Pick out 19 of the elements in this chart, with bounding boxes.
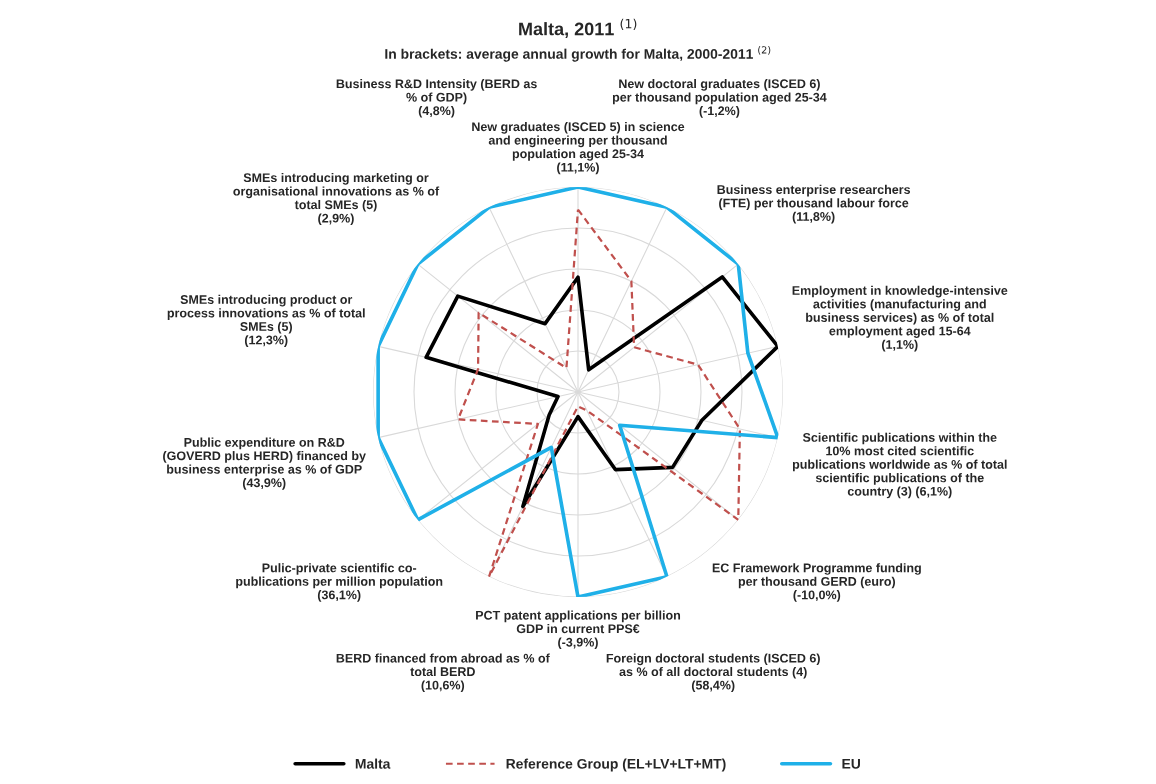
legend-label: Reference Group (EL+LV+LT+MT)	[506, 758, 726, 772]
spoke-label: EC Framework Programme funding per thousand GERD (euro) (-10,0%)	[712, 563, 921, 602]
spoke-label: Scientific publications within the 10% most cited scientific publications worldwide as % of total scientific publications of the country (3) (6,1%)	[792, 432, 1007, 499]
spoke-label: PCT patent applications per billion GDP in current PPS€ (-3,9%)	[476, 610, 681, 650]
chart-title: Malta, 2011 $^{(1)}$	[519, 18, 637, 38]
spoke-label: SMEs introducing product or process innovations as % of total SMEs (5) (12,3%)	[167, 294, 365, 347]
spoke-label: Public expenditure on R&D (GOVERD plus HERD) financed by business enterprise as % of GDP (43,9%)	[163, 437, 366, 490]
spoke-label: New graduates (ISCED 5) in science and engineering per thousand population aged 25-34 (11,1%)	[472, 121, 685, 175]
spoke-label: Business R&D Intensity (BERD as % of GDP) (4,8%)	[336, 79, 537, 118]
spoke-label: Employment in knowledge-intensive activities (manufacturing and business services) as % of total employment aged 15-64 (1,1%)	[792, 285, 1008, 352]
legend-label: EU	[842, 759, 860, 769]
spoke-label: New doctoral graduates (ISCED 6) per thousand population aged 25-34 (-1,2%)	[612, 78, 827, 118]
legend-label: Malta	[355, 758, 391, 769]
spoke-label: Foreign doctoral students (ISCED 6) as % of all doctoral students (4) (58,4%)	[606, 653, 820, 693]
spoke-label: Business enterprise researchers (FTE) per thousand labour force (11,8%)	[717, 184, 911, 224]
chart-subtitle: In brackets: average annual growth for Malta, 2000-2011 $^{(2)}$	[385, 46, 771, 62]
spoke-label: SMEs introducing marketing or organisational innovations as % of total SMEs (5) (2,9%)	[233, 172, 440, 226]
spoke-label: BERD financed from abroad as % of total BERD (10,6%)	[336, 653, 550, 693]
spoke-label: Pulic-private scientific co- publications per million population (36,1%)	[236, 563, 443, 602]
